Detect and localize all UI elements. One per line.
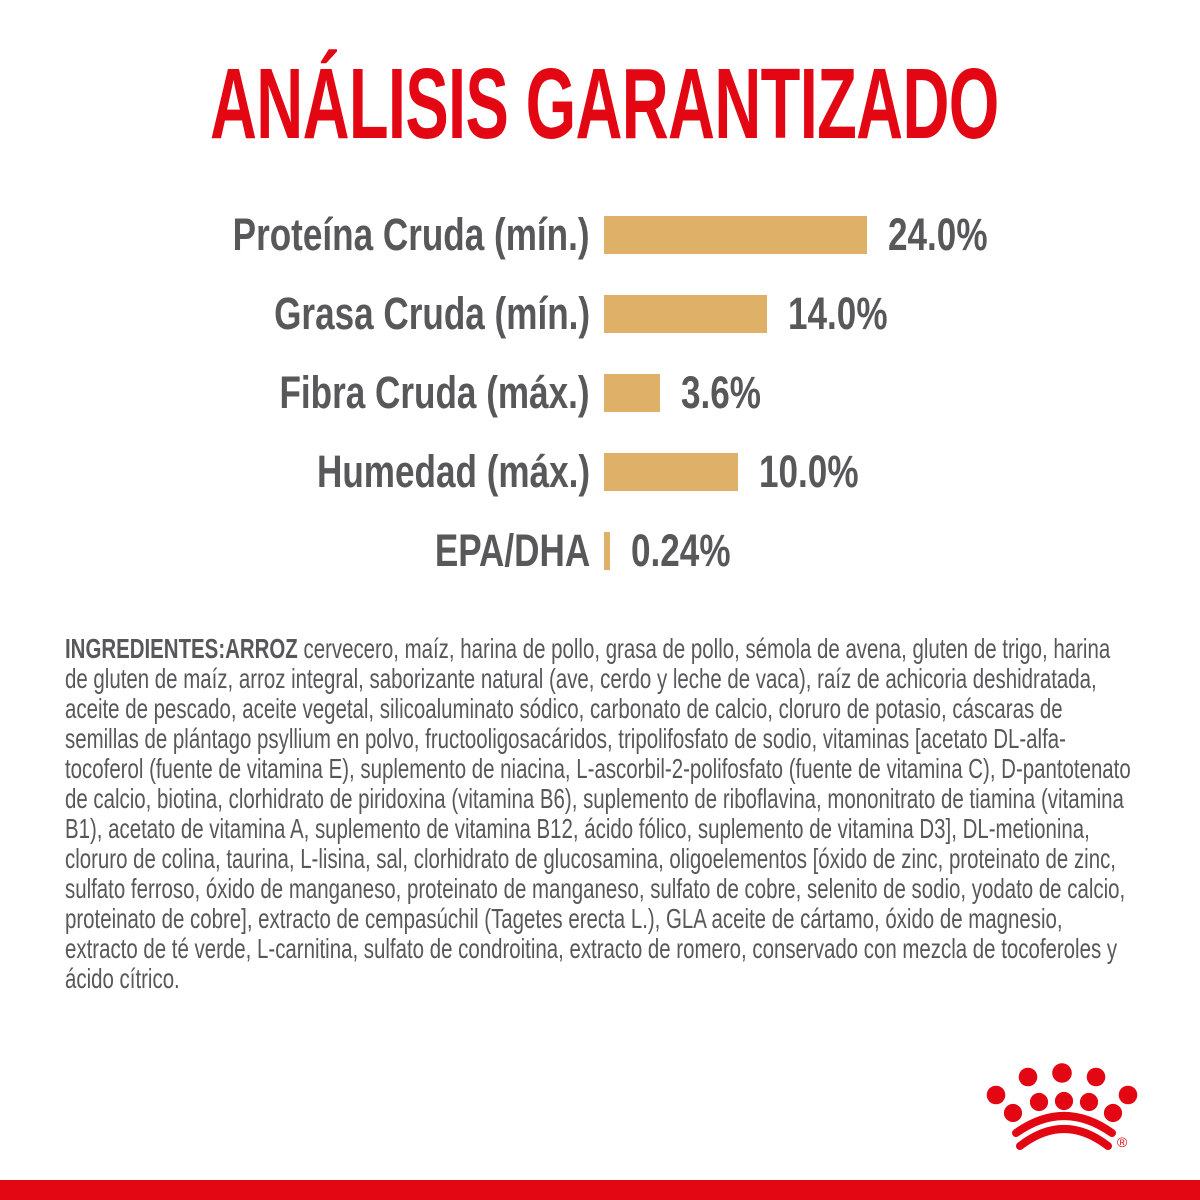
nutrient-label-cell: Grasa Cruda (mín.) — [0, 288, 590, 340]
page-title: ANÁLISIS GARANTIZADO — [210, 48, 999, 160]
nutrient-value-cell: 0.24% — [631, 525, 759, 577]
nutrient-label-cell: EPA/DHA — [0, 525, 590, 577]
nutrient-label: Proteína Cruda (mín.) — [233, 208, 590, 260]
nutrient-value-cell: 3.6% — [681, 367, 784, 419]
chart-row-moisture: Humedad (máx.) 10.0% — [0, 432, 1200, 511]
nutrient-label-cell: Proteína Cruda (mín.) — [0, 209, 590, 261]
crown-dots — [986, 1063, 1138, 1123]
chart-row-protein: Proteína Cruda (mín.) 24.0% — [0, 195, 1200, 274]
nutrient-value-cell: 10.0% — [759, 446, 887, 498]
nutrient-label: Humedad (máx.) — [316, 445, 590, 497]
nutrient-label: Grasa Cruda (mín.) — [274, 287, 590, 339]
nutrient-bar — [604, 373, 660, 412]
nutrient-bar — [604, 215, 867, 254]
chart-row-fiber: Fibra Cruda (máx.) 3.6% — [0, 353, 1200, 432]
nutrient-value: 10.0% — [759, 445, 859, 497]
crown-swooshes — [1012, 1112, 1116, 1150]
registered-trademark-icon: ® — [1117, 1134, 1128, 1150]
chart-row-epa-dha: EPA/DHA 0.24% — [0, 511, 1200, 590]
bottom-red-strip — [0, 1180, 1200, 1200]
ingredients-paragraph: INGREDIENTES:ARROZ cervecero, maíz, hari… — [65, 634, 1138, 994]
nutrient-label-cell: Humedad (máx.) — [0, 446, 590, 498]
nutrient-value: 3.6% — [681, 366, 762, 418]
nutrient-label: EPA/DHA — [434, 524, 590, 576]
nutrient-value: 14.0% — [788, 287, 888, 339]
nutrient-value: 0.24% — [631, 524, 731, 576]
nutrient-label: Fibra Cruda (máx.) — [279, 366, 590, 418]
ingredients-heading: INGREDIENTES:ARROZ — [65, 633, 298, 664]
nutrient-value-cell: 24.0% — [888, 209, 1016, 261]
nutrient-bar — [604, 452, 738, 491]
chart-row-fat: Grasa Cruda (mín.) 14.0% — [0, 274, 1200, 353]
royal-canin-crown-logo: ® — [986, 1063, 1138, 1150]
guaranteed-analysis-chart: Proteína Cruda (mín.) 24.0% Grasa Cruda … — [0, 195, 1200, 590]
nutrient-bar — [604, 531, 610, 570]
nutrient-value-cell: 14.0% — [788, 288, 916, 340]
ingredients-text: cervecero, maíz, harina de pollo, grasa … — [65, 633, 1131, 994]
nutrient-label-cell: Fibra Cruda (máx.) — [0, 367, 590, 419]
nutrient-bar — [604, 294, 767, 333]
nutrient-value: 24.0% — [888, 208, 988, 260]
